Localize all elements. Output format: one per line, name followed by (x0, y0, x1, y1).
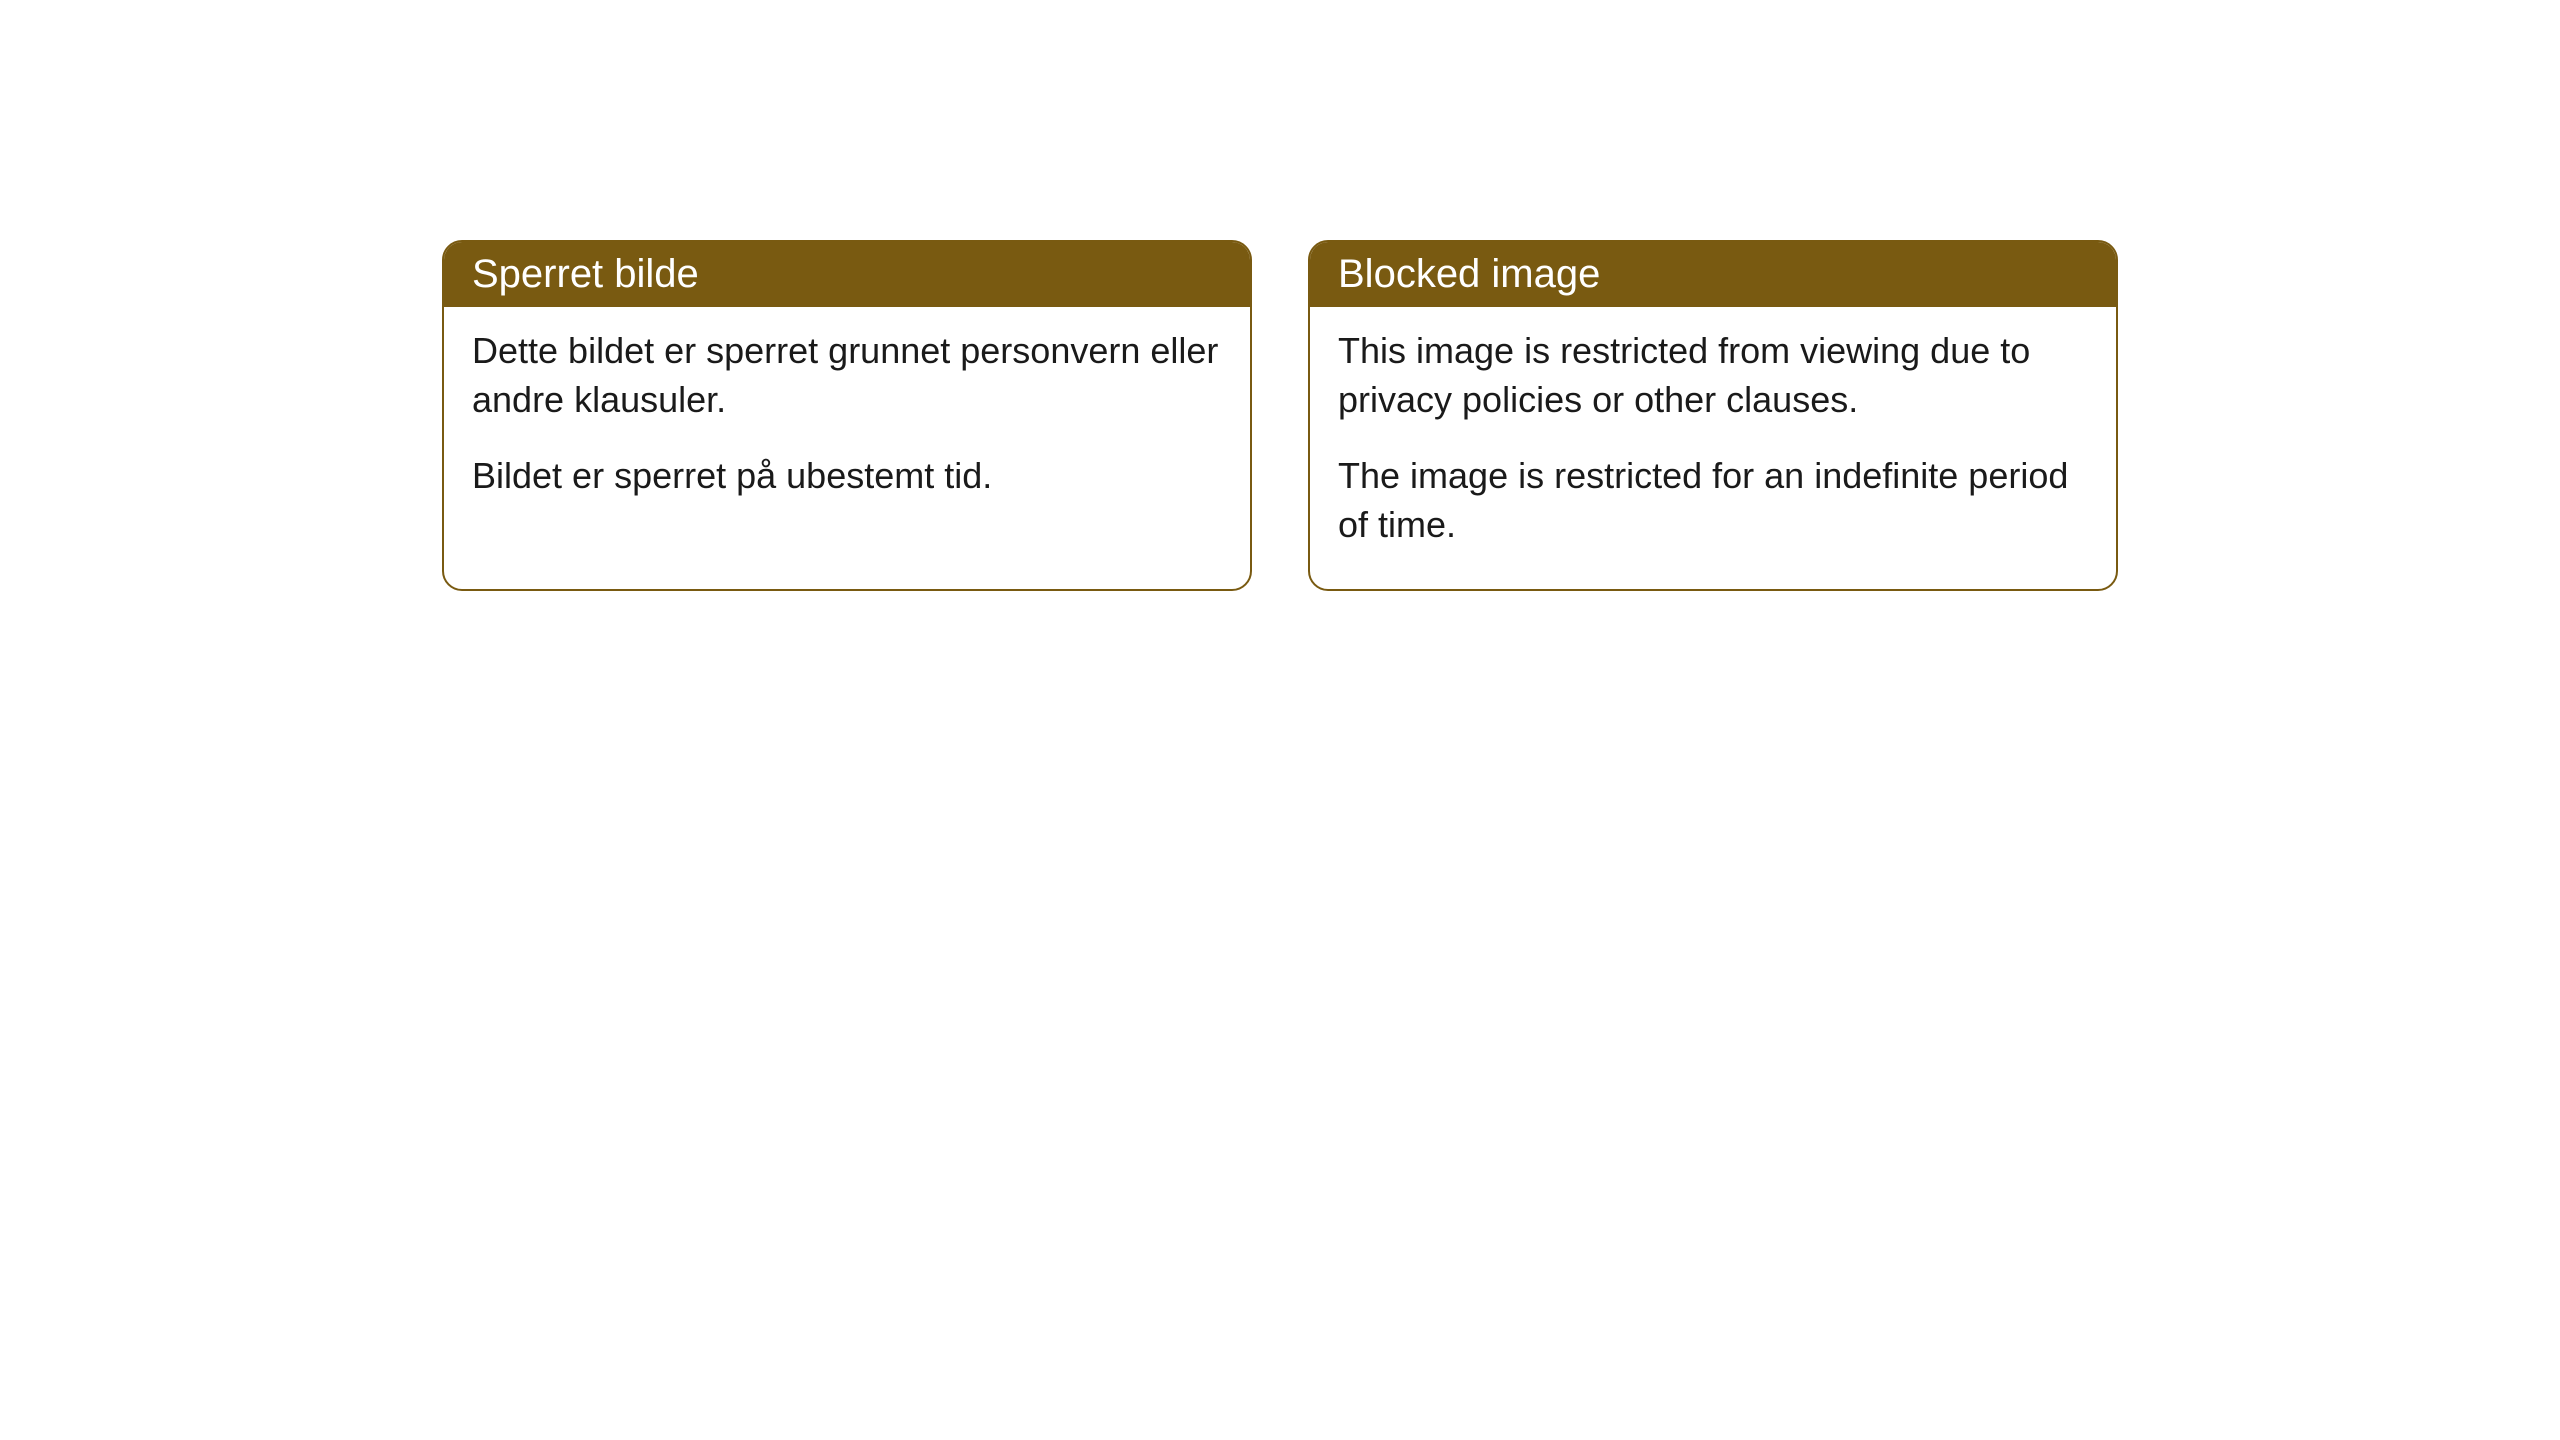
card-english: Blocked image This image is restricted f… (1308, 240, 2118, 591)
card-paragraph: Dette bildet er sperret grunnet personve… (472, 327, 1222, 424)
cards-container: Sperret bilde Dette bildet er sperret gr… (442, 240, 2118, 591)
card-paragraph: This image is restricted from viewing du… (1338, 327, 2088, 424)
card-paragraph: The image is restricted for an indefinit… (1338, 452, 2088, 549)
card-title: Blocked image (1338, 252, 1600, 296)
card-paragraph: Bildet er sperret på ubestemt tid. (472, 452, 1222, 501)
card-header-norwegian: Sperret bilde (444, 242, 1250, 307)
card-body-english: This image is restricted from viewing du… (1310, 307, 2116, 589)
card-norwegian: Sperret bilde Dette bildet er sperret gr… (442, 240, 1252, 591)
card-title: Sperret bilde (472, 252, 699, 296)
card-header-english: Blocked image (1310, 242, 2116, 307)
card-body-norwegian: Dette bildet er sperret grunnet personve… (444, 307, 1250, 541)
